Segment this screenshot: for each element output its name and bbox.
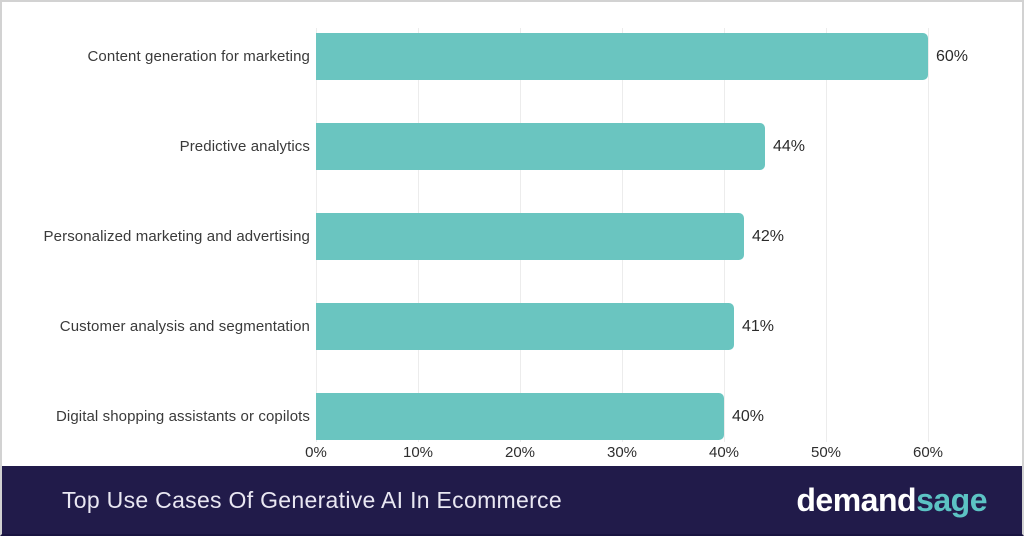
x-axis-tick-label: 50% — [810, 444, 842, 461]
footer-banner: Top Use Cases Of Generative AI In Ecomme… — [2, 466, 1022, 534]
gridline-60% — [928, 28, 929, 442]
x-axis-tick-label: 20% — [504, 444, 536, 461]
logo-text-sage: sage — [916, 481, 987, 518]
bar-chart-plot: Content generation for marketing 60% Predi… — [2, 2, 1022, 466]
gridline-50% — [826, 28, 827, 442]
value-label: 42% — [752, 227, 785, 245]
chart-title: Top Use Cases Of Generative AI In Ecomme… — [62, 486, 562, 513]
bar — [316, 123, 765, 170]
x-axis-tick-label: 10% — [402, 444, 434, 461]
value-label: 41% — [742, 317, 775, 335]
bar — [316, 393, 724, 440]
value-label: 44% — [773, 137, 806, 155]
logo-text-demand: demand — [796, 481, 917, 518]
bar — [316, 33, 928, 80]
category-label: Customer analysis and segmentation — [59, 318, 310, 335]
bar — [316, 303, 734, 350]
category-label: Predictive analytics — [179, 138, 310, 155]
bar — [316, 213, 744, 260]
x-axis-tick-label: 60% — [912, 444, 944, 461]
x-axis-tick-label: 0% — [305, 444, 327, 461]
demandsage-logo: demandsage — [796, 482, 987, 519]
value-label: 60% — [936, 47, 969, 65]
x-axis-tick-label: 30% — [606, 444, 638, 461]
category-label: Personalized marketing and advertising — [43, 228, 310, 245]
category-label: Digital shopping assistants or copilots — [55, 408, 310, 425]
category-label: Content generation for marketing — [87, 48, 310, 65]
x-axis-tick-label: 40% — [708, 444, 740, 461]
value-label: 40% — [732, 407, 765, 425]
